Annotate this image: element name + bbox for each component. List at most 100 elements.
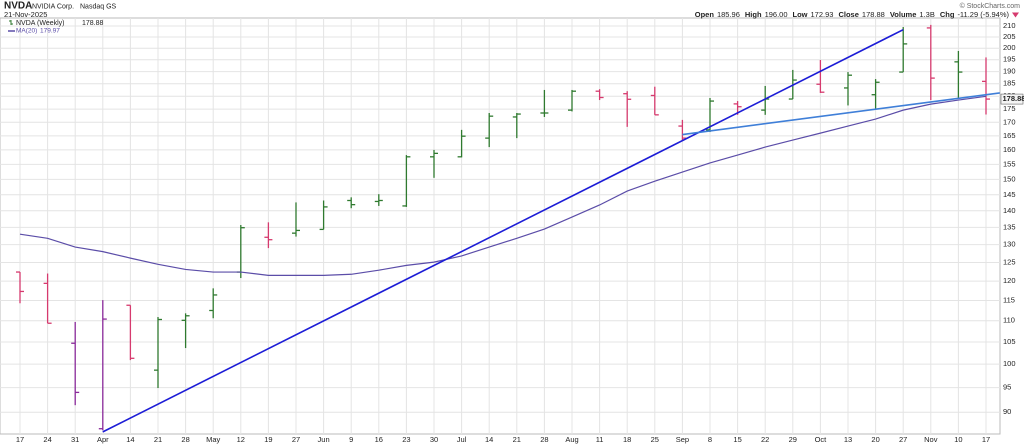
x-tick-label: 17 — [16, 435, 24, 444]
quote-label: High — [745, 10, 762, 19]
x-tick-label: 31 — [71, 435, 79, 444]
marks — [16, 24, 1000, 433]
x-tick-label: 9 — [349, 435, 353, 444]
ohlc-bar — [899, 27, 908, 73]
quote-label: Open — [695, 10, 715, 19]
x-tick-label: 23 — [402, 435, 410, 444]
y-tick-label: 210 — [1003, 21, 1016, 30]
x-tick-label: 25 — [651, 435, 659, 444]
y-tick-label: 130 — [1003, 240, 1016, 249]
y-tick-label: 195 — [1003, 55, 1016, 64]
legend-value: 179.97 — [40, 28, 60, 35]
ohlc-bar — [374, 194, 383, 206]
y-tick-label: 125 — [1003, 257, 1016, 266]
quote-value: 1.3B — [919, 10, 934, 19]
y-tick-label: 150 — [1003, 174, 1016, 183]
company-name: NVIDIA Corp. — [32, 3, 74, 10]
ohlc-bar — [512, 112, 521, 139]
quote-value: 172.93 — [811, 10, 834, 19]
ohlc-bar — [16, 271, 24, 304]
quote-value: -11.29 (-5.94%) — [957, 10, 1009, 19]
x-tick-label: 14 — [126, 435, 134, 444]
y-tick-label: 105 — [1003, 337, 1016, 346]
y-tick-label: 190 — [1003, 67, 1016, 76]
ohlc-bar — [540, 89, 549, 117]
quote: Open 185.96 High 196.00 Low 172.93 Close 178.88… — [695, 10, 1010, 19]
ohlc-bar — [181, 313, 190, 349]
legend-label: MA(20) — [16, 28, 37, 35]
y-tick-label: 95 — [1003, 383, 1011, 392]
trendline — [102, 28, 904, 433]
ohlc-bar — [319, 200, 328, 231]
ohlc-bar — [402, 155, 411, 207]
ohlc-bar — [926, 24, 935, 101]
ohlc-bar — [954, 50, 963, 99]
ohlc-bar — [595, 89, 604, 101]
plot-frame — [0, 17, 1001, 435]
y-tick-label: 165 — [1003, 131, 1016, 140]
x-tick-label: 16 — [375, 435, 383, 444]
x-tick-label: 17 — [982, 435, 990, 444]
legend-icon — [9, 20, 13, 25]
ohlc-bar — [71, 321, 80, 406]
x-tick-label: 21 — [154, 435, 162, 444]
quote-label: Low — [793, 10, 808, 19]
x-tick-label: 19 — [264, 435, 272, 444]
ohlc-bar — [816, 59, 825, 93]
x-tick-label: Apr — [97, 435, 109, 444]
quote-label: Chg — [940, 10, 955, 19]
ohlc-bar — [292, 202, 300, 237]
ohlc-bar — [982, 57, 990, 115]
quote-label: Close — [838, 10, 858, 19]
exchange: Nasdaq GS — [80, 3, 117, 10]
y-tick-label: 175 — [1003, 104, 1016, 113]
x-tick-label: 21 — [513, 435, 521, 444]
x-tick-label: 8 — [708, 435, 712, 444]
date: 21-Nov-2025 — [4, 10, 47, 19]
ohlc-bar — [457, 129, 466, 158]
ohlc-bar — [126, 304, 135, 361]
ohlc-bar — [264, 222, 273, 249]
legend: NVDA (Weekly) 178.88 MA(20) 179.97 — [8, 20, 104, 35]
x-tick-label: 24 — [43, 435, 51, 444]
y-tick-label: 185 — [1003, 79, 1016, 88]
y-tick-label: 90 — [1003, 407, 1011, 416]
ohlc-bar — [154, 317, 162, 389]
y-tick-label: 145 — [1003, 190, 1016, 199]
quote-value: 196.00 — [765, 10, 788, 19]
ohlc-bar — [568, 89, 576, 112]
last-value: 178.88 — [1003, 94, 1024, 103]
ohlc-bar — [209, 288, 218, 319]
x-tick-label: 20 — [871, 435, 879, 444]
ohlc-bar — [430, 149, 438, 178]
x-tick-label: May — [206, 435, 220, 444]
down-arrow — [1012, 12, 1019, 18]
ohlc-bar — [98, 300, 107, 431]
ohlc-bar — [871, 79, 880, 109]
ohlc-bar — [485, 112, 494, 148]
quote-label: Volume — [890, 10, 917, 19]
x-tick-label: 11 — [596, 435, 604, 444]
x-tick-label: Aug — [565, 435, 578, 444]
y-tick-label: 100 — [1003, 359, 1016, 368]
y-tick-label: 155 — [1003, 159, 1016, 168]
quote-value: 178.88 — [862, 10, 885, 19]
y-tick-label: 140 — [1003, 206, 1016, 215]
x-tick-label: 13 — [844, 435, 852, 444]
x-tick-label: 27 — [899, 435, 907, 444]
y-tick-label: 205 — [1003, 32, 1016, 41]
symbol: NVDA — [4, 1, 32, 12]
y-tick-label: 115 — [1003, 295, 1015, 304]
x-tick-label: 30 — [430, 435, 438, 444]
y-tick-label: 120 — [1003, 276, 1016, 285]
last-value-box — [1000, 93, 1024, 105]
ohlc-bar — [844, 72, 852, 106]
y-tick-label: 135 — [1003, 222, 1016, 231]
x-tick-label: Jul — [457, 435, 467, 444]
x-tick-label: 29 — [789, 435, 797, 444]
source: © StockCharts.com — [960, 2, 1021, 10]
x-tick-label: Sep — [676, 435, 689, 444]
x-tick-label: Jun — [318, 435, 330, 444]
trendline — [682, 92, 1000, 136]
